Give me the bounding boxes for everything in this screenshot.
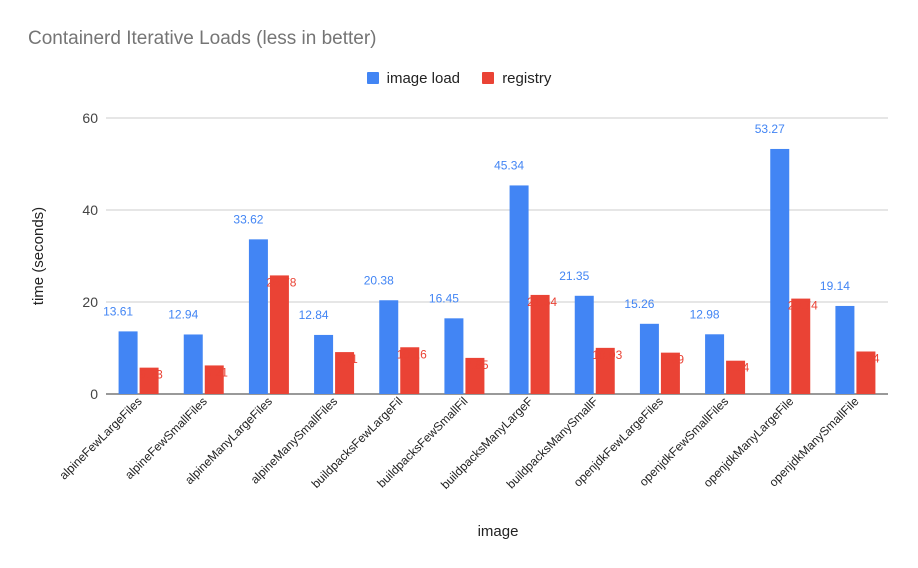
data-label-registry: 21.54 (527, 295, 557, 309)
data-label-image-load: 12.84 (299, 308, 329, 322)
bar-registry[interactable] (139, 367, 159, 394)
data-label-image-load: 12.94 (168, 307, 198, 321)
bar-registry[interactable] (204, 365, 224, 394)
data-label-image-load: 15.26 (624, 297, 654, 311)
bar-image-load[interactable] (705, 334, 725, 394)
y-tick-label: 60 (82, 110, 98, 126)
data-label-image-load: 19.14 (820, 279, 850, 293)
data-label-registry: 20.74 (788, 299, 818, 313)
data-labels: 13.61 5.73 12.94 6.21 33.62 25.78 12.84 9.11 20.… (103, 122, 880, 382)
data-label-image-load: 45.34 (494, 158, 524, 172)
data-label-registry: 9.11 (335, 352, 358, 366)
bar-image-load[interactable] (248, 239, 268, 394)
x-axis-ticks: alpineFewLargeFilesalpineFewSmallFilesal… (57, 394, 862, 492)
legend-item-image-load[interactable]: image load (366, 70, 461, 87)
data-label-registry: 10.16 (397, 347, 427, 361)
bar-image-load[interactable] (770, 148, 790, 394)
bar-registry[interactable] (465, 357, 485, 394)
bar-image-load[interactable] (444, 318, 464, 394)
bar-registry[interactable] (726, 360, 746, 394)
bar-registry[interactable] (660, 352, 680, 394)
bar-registry[interactable] (595, 347, 615, 394)
data-label-image-load: 20.38 (364, 273, 394, 287)
data-label-image-load: 16.45 (429, 291, 459, 305)
legend-label-registry: registry (502, 70, 552, 87)
data-label-registry: 5.73 (139, 368, 163, 382)
y-axis-ticks: 0 20 40 60 (82, 110, 98, 402)
legend-item-registry[interactable]: registry (482, 70, 551, 87)
data-label-registry: 10.03 (592, 348, 622, 362)
bar-image-load[interactable] (183, 334, 203, 394)
legend: image load registry (0, 70, 918, 87)
bar-image-load[interactable] (509, 185, 529, 394)
bar-registry[interactable] (400, 347, 420, 394)
data-label-registry: 7.24 (726, 361, 750, 375)
data-label-registry: 7.85 (465, 358, 489, 372)
bar-registry[interactable] (335, 352, 355, 394)
bar-image-load[interactable] (835, 305, 855, 394)
bar-image-load[interactable] (574, 295, 594, 394)
data-label-image-load: 12.98 (690, 307, 720, 321)
bar-image-load[interactable] (314, 334, 334, 394)
y-axis-label: time (seconds) (30, 207, 47, 305)
chart-title: Containerd Iterative Loads (less in bett… (28, 28, 377, 49)
data-label-registry: 9.24 (856, 351, 880, 365)
bar-registry[interactable] (530, 294, 550, 394)
bar-image-load[interactable] (118, 331, 138, 394)
bar-registry[interactable] (269, 275, 289, 394)
data-label-registry: 25.78 (266, 275, 296, 289)
bar-registry[interactable] (856, 351, 876, 394)
data-label-registry: 6.21 (205, 365, 229, 379)
grid-lines (106, 117, 888, 395)
data-label-image-load: 33.62 (233, 212, 263, 226)
data-label-image-load: 13.61 (103, 304, 133, 318)
legend-label-image-load: image load (386, 70, 461, 87)
legend-swatch-image-load (366, 72, 379, 84)
data-label-image-load: 53.27 (755, 122, 785, 136)
y-tick-label: 0 (90, 386, 98, 402)
x-axis-label: image (478, 523, 519, 540)
data-label-registry: 8.99 (661, 353, 685, 367)
bar-image-load[interactable] (639, 323, 659, 394)
bar-image-load[interactable] (379, 300, 399, 394)
bar-registry[interactable] (791, 298, 811, 394)
y-tick-label: 20 (82, 294, 98, 310)
bars (118, 148, 876, 394)
y-tick-label: 40 (82, 202, 98, 218)
data-label-image-load: 21.35 (559, 269, 589, 283)
legend-swatch-registry (482, 72, 495, 84)
